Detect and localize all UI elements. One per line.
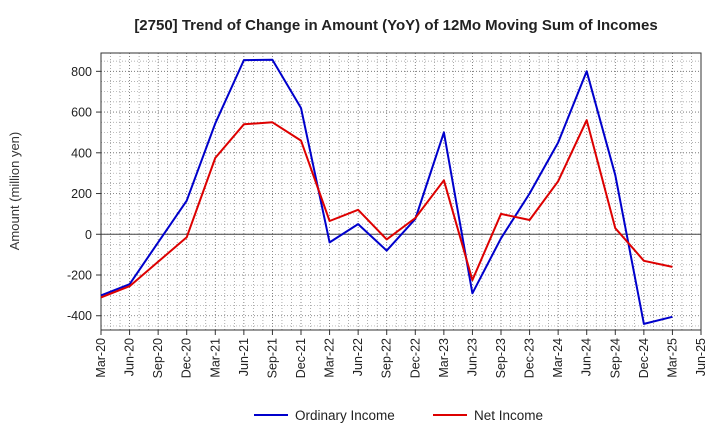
x-tick-label: Dec-21 [294,338,308,378]
x-tick-label: Dec-24 [637,338,651,378]
y-tick-label: 800 [71,65,92,79]
y-tick-label: 400 [71,146,92,160]
x-tick-label: Mar-23 [437,338,451,378]
x-tick-label: Sep-23 [494,338,508,378]
plot-frame [100,52,702,331]
y-tick-label: -400 [67,309,92,323]
x-tick-label: Jun-25 [694,338,708,376]
legend-label-net-income: Net Income [474,408,543,423]
x-tick-label: Jun-22 [351,338,365,376]
x-tick-label: Sep-21 [265,338,279,378]
x-tick-label: Mar-22 [323,338,337,378]
series-line-net-income [100,119,673,299]
x-tick-label: Dec-23 [523,338,537,378]
x-tick-label: Jun-21 [237,338,251,376]
series-line-ordinary-income [100,58,673,325]
y-tick-label: 600 [71,106,92,120]
x-tick-label: Mar-25 [665,338,679,378]
x-tick-label: Sep-20 [151,338,165,378]
y-tick-label: 200 [71,187,92,201]
plot-background [101,53,701,330]
legend-label-ordinary-income: Ordinary Income [295,408,395,423]
legend: Ordinary Income Net Income [254,408,543,423]
x-tick-label: Mar-20 [94,338,108,378]
x-tick-label: Sep-24 [608,338,622,378]
y-tick-label: -200 [67,269,92,283]
x-tick-label: Jun-20 [123,338,137,376]
plot-area: -400 -200 0 200 400 600 800 Mar-20 Jun-20 Sep-20 D… [67,52,708,378]
chart-title: [2750] Trend of Change in Amount (YoY) o… [134,17,657,34]
x-tick-label: Mar-21 [208,338,222,378]
x-tick-label: Jun-24 [580,338,594,376]
x-tick-label: Mar-24 [551,338,565,378]
y-axis-label: Amount (million yen) [7,132,22,251]
x-tick-label: Sep-22 [380,338,394,378]
x-tick-label: Dec-22 [408,338,422,378]
y-tick-label: 0 [85,228,92,242]
x-tick-label: Dec-20 [180,338,194,378]
x-tick-label: Jun-23 [465,338,479,376]
